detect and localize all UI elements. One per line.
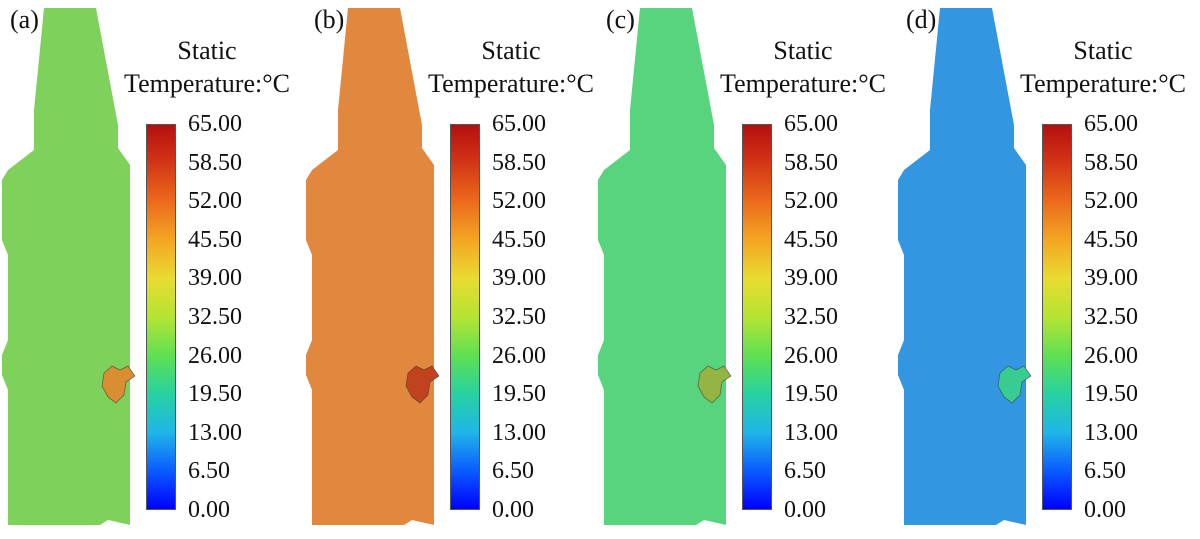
domain-shape <box>898 8 1032 525</box>
tick-label: 0.00 <box>784 497 826 523</box>
domain-outline <box>306 8 434 525</box>
colorbar <box>146 124 176 510</box>
tick-label: 39.00 <box>1084 265 1138 292</box>
tick-label: 58.50 <box>784 149 838 176</box>
tick-label: 0.00 <box>1084 497 1126 523</box>
legend-title-line1: Static <box>177 36 237 65</box>
legend-title-line2: Temperature:°C <box>124 69 290 98</box>
tick-label: 52.00 <box>492 188 546 215</box>
tick-label: 26.00 <box>784 342 838 369</box>
panel-label: (c) <box>606 5 635 34</box>
domain-outline <box>598 8 726 525</box>
tick-label: 65.00 <box>784 111 838 137</box>
tick-label: 39.00 <box>188 265 242 292</box>
panel-a: (a) Static Temperature:°C 65.00 58.50 52… <box>0 0 300 539</box>
tick-label: 32.50 <box>784 304 838 330</box>
tick-label: 13.00 <box>784 419 838 446</box>
tick-label: 26.00 <box>188 342 242 369</box>
domain-shape <box>598 8 732 525</box>
tick-label: 19.50 <box>492 381 546 408</box>
tick-label: 32.50 <box>188 304 242 330</box>
tick-label: 19.50 <box>784 381 838 408</box>
legend-title-line1: Static <box>1073 36 1133 65</box>
panel-c: (c) Static Temperature:°C 65.00 58.50 52… <box>596 0 896 539</box>
colorbar <box>1042 124 1072 510</box>
tick-label: 45.50 <box>784 226 838 253</box>
tick-label: 52.00 <box>784 188 838 215</box>
panel-label: (b) <box>314 5 345 34</box>
tick-label: 0.00 <box>188 497 230 523</box>
tick-label: 52.00 <box>1084 188 1138 215</box>
tick-label: 45.50 <box>188 226 242 253</box>
panel-label: (a) <box>10 5 39 34</box>
tick-label: 13.00 <box>188 419 242 446</box>
tick-label: 13.00 <box>1084 419 1138 446</box>
tick-label: 65.00 <box>188 111 242 137</box>
tick-label: 65.00 <box>492 111 546 137</box>
legend-title-line2: Temperature:°C <box>720 69 886 98</box>
tick-label: 45.50 <box>492 226 546 253</box>
legend-title-line1: Static <box>481 36 541 65</box>
colorbar <box>450 124 480 510</box>
tick-label: 58.50 <box>1084 149 1138 176</box>
domain-outline <box>898 8 1026 525</box>
hotspot-region <box>697 365 732 404</box>
tick-label: 6.50 <box>1084 458 1126 485</box>
legend-title-line2: Temperature:°C <box>1020 69 1186 98</box>
hotspot-region <box>997 365 1032 404</box>
hotspot-region <box>405 365 440 404</box>
panel-b: (b) Static Temperature:°C 65.00 58.50 52… <box>304 0 604 539</box>
legend-title-line1: Static <box>773 36 833 65</box>
panel-d: (d) Static Temperature:°C 65.00 58.50 52… <box>896 0 1196 539</box>
colorbar <box>742 124 772 510</box>
tick-label: 26.00 <box>1084 342 1138 369</box>
tick-label: 39.00 <box>784 265 838 292</box>
tick-label: 6.50 <box>492 458 534 485</box>
tick-label: 6.50 <box>188 458 230 485</box>
tick-label: 39.00 <box>492 265 546 292</box>
tick-label: 26.00 <box>492 342 546 369</box>
tick-label: 32.50 <box>492 304 546 330</box>
tick-label: 32.50 <box>1084 304 1138 330</box>
tick-label: 13.00 <box>492 419 546 446</box>
tick-label: 52.00 <box>188 188 242 215</box>
legend-title-line2: Temperature:°C <box>428 69 594 98</box>
hotspot-region <box>101 365 136 404</box>
domain-shape <box>306 8 440 525</box>
tick-label: 45.50 <box>1084 226 1138 253</box>
tick-label: 58.50 <box>492 149 546 176</box>
tick-label: 65.00 <box>1084 111 1138 137</box>
tick-label: 19.50 <box>188 381 242 408</box>
tick-label: 6.50 <box>784 458 826 485</box>
domain-outline <box>2 8 130 525</box>
panel-label: (d) <box>906 5 937 34</box>
tick-label: 58.50 <box>188 149 242 176</box>
domain-shape <box>2 8 136 525</box>
tick-label: 19.50 <box>1084 381 1138 408</box>
tick-label: 0.00 <box>492 497 534 523</box>
